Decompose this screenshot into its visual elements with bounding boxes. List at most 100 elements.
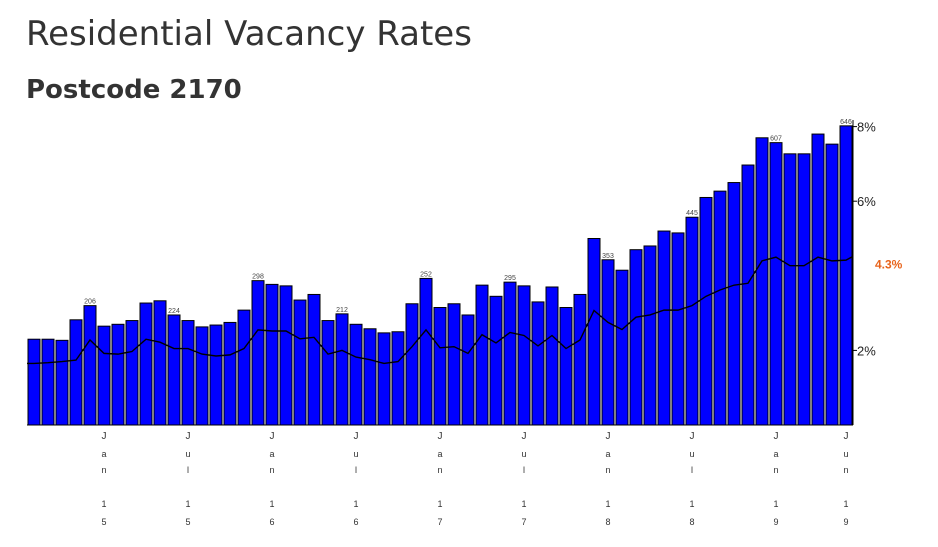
bar bbox=[419, 277, 433, 426]
bar bbox=[657, 230, 671, 426]
bar bbox=[97, 325, 111, 426]
x-tick-label: n bbox=[269, 465, 274, 475]
chart-subtitle: Postcode 2170 bbox=[26, 75, 242, 105]
bar bbox=[489, 295, 503, 426]
bar bbox=[265, 283, 279, 426]
x-tick-label: 1 bbox=[269, 499, 274, 509]
x-tick-label: 1 bbox=[185, 499, 190, 509]
x-tick-label: J bbox=[354, 431, 359, 442]
bar bbox=[279, 285, 293, 426]
x-tick-label: l bbox=[187, 465, 189, 475]
x-tick-label: u bbox=[521, 449, 526, 459]
x-tick-label: 9 bbox=[773, 517, 778, 527]
bar bbox=[615, 269, 629, 426]
x-tick-label: J bbox=[102, 431, 107, 442]
x-tick-label: 1 bbox=[353, 499, 358, 509]
bar bbox=[797, 153, 811, 426]
bar bbox=[209, 324, 223, 426]
bar bbox=[377, 332, 391, 426]
bar bbox=[237, 309, 251, 426]
bar bbox=[69, 319, 83, 426]
bar bbox=[433, 307, 447, 426]
bar bbox=[643, 245, 657, 426]
bar bbox=[307, 293, 321, 426]
bar bbox=[629, 249, 643, 426]
x-tick-label: n bbox=[843, 465, 848, 475]
bar bbox=[55, 339, 69, 426]
bar-value-label: 646 bbox=[840, 119, 852, 126]
current-value-annotation: 4.3% bbox=[875, 258, 903, 272]
x-tick-label: a bbox=[773, 449, 778, 459]
bar bbox=[405, 303, 419, 426]
bar bbox=[531, 301, 545, 426]
x-tick-label: J bbox=[270, 431, 275, 442]
bar bbox=[461, 314, 475, 426]
x-tick-label: J bbox=[438, 431, 443, 442]
bar bbox=[685, 216, 699, 426]
bar-value-label: 607 bbox=[770, 136, 782, 143]
bar bbox=[111, 323, 125, 426]
x-tick-label: 7 bbox=[437, 517, 442, 527]
bar bbox=[27, 338, 41, 426]
bar bbox=[769, 142, 783, 426]
bar bbox=[559, 307, 573, 426]
x-tick-label: n bbox=[437, 465, 442, 475]
bar-value-label: 353 bbox=[602, 253, 614, 260]
x-tick-label: a bbox=[101, 449, 106, 459]
bar bbox=[755, 137, 769, 426]
bar bbox=[335, 313, 349, 426]
bar-value-label: 295 bbox=[504, 275, 516, 282]
bar bbox=[251, 280, 265, 426]
x-tick-label: J bbox=[844, 431, 849, 442]
x-tick-label: 7 bbox=[521, 517, 526, 527]
x-tick-label: J bbox=[690, 431, 695, 442]
bar-value-label: 445 bbox=[686, 210, 698, 217]
x-tick-label: a bbox=[269, 449, 274, 459]
bar bbox=[475, 284, 489, 426]
x-tick-label: 9 bbox=[843, 517, 848, 527]
x-tick-label: u bbox=[185, 449, 190, 459]
x-tick-label: a bbox=[437, 449, 442, 459]
bar bbox=[321, 320, 335, 426]
bar bbox=[783, 153, 797, 426]
x-tick-label: a bbox=[605, 449, 610, 459]
bar bbox=[839, 125, 853, 426]
bar bbox=[573, 293, 587, 426]
x-tick-label: n bbox=[773, 465, 778, 475]
x-tick-label: 1 bbox=[773, 499, 778, 509]
bar bbox=[587, 238, 601, 426]
y-tick-label: 8% bbox=[857, 120, 876, 135]
bar bbox=[825, 143, 839, 426]
bar bbox=[167, 314, 181, 426]
x-tick-label: 1 bbox=[521, 499, 526, 509]
bar bbox=[153, 300, 167, 426]
x-tick-label: 1 bbox=[843, 499, 848, 509]
bar bbox=[811, 133, 825, 426]
bar bbox=[601, 259, 615, 426]
x-tick-label: 5 bbox=[185, 517, 190, 527]
bar bbox=[223, 321, 237, 426]
x-tick-label: 5 bbox=[101, 517, 106, 527]
bar-value-label: 252 bbox=[420, 271, 432, 278]
bar bbox=[391, 331, 405, 426]
x-tick-label: 6 bbox=[353, 517, 358, 527]
x-tick-label: l bbox=[691, 465, 693, 475]
x-tick-label: n bbox=[605, 465, 610, 475]
bar bbox=[727, 182, 741, 426]
x-tick-label: l bbox=[523, 465, 525, 475]
x-tick-label: 8 bbox=[689, 517, 694, 527]
bar bbox=[293, 299, 307, 426]
x-tick-label: 6 bbox=[269, 517, 274, 527]
bar bbox=[41, 338, 55, 426]
x-tick-label: 1 bbox=[101, 499, 106, 509]
x-tick-label: J bbox=[606, 431, 611, 442]
y-tick-label: 6% bbox=[857, 194, 876, 209]
bar bbox=[349, 323, 363, 426]
x-tick-label: u bbox=[353, 449, 358, 459]
x-tick-label: 1 bbox=[689, 499, 694, 509]
bar-value-label: 212 bbox=[336, 307, 348, 314]
series-line bbox=[27, 255, 854, 365]
bar bbox=[125, 320, 139, 426]
chart-title: Residential Vacancy Rates bbox=[26, 14, 472, 54]
x-tick-label: u bbox=[689, 449, 694, 459]
